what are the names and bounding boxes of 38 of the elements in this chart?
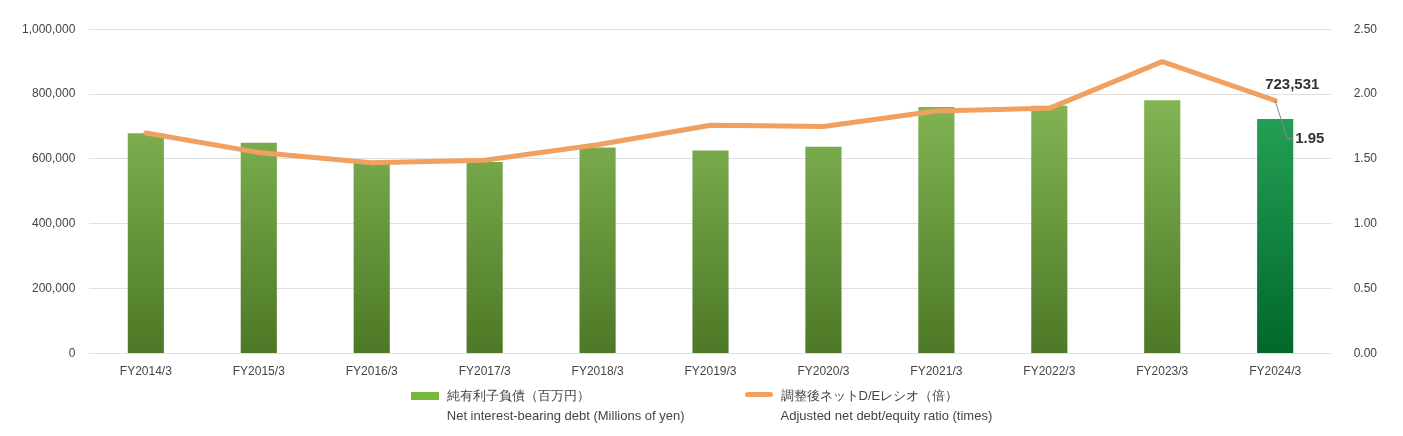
x-tick-label: FY2017/3 [458,364,511,379]
bar [127,133,164,354]
x-tick-label: FY2018/3 [571,364,624,379]
x-tick-label: FY2016/3 [345,364,399,379]
legend-label: 調整後ネットD/Eレシオ（倍） Adjusted net debt/equity ratio (times) [780,387,993,425]
x-tick-label: FY2023/3 [1136,364,1189,379]
bar [918,107,955,354]
y-tick-label: 0 [68,345,76,360]
y2-tick-label: 0.00 [1353,345,1378,360]
y2-tick-label: 2.50 [1353,21,1378,36]
x-tick-label: FY2020/3 [797,364,850,379]
x-tick-label: FY2024/3 [1249,364,1302,379]
y2-tick-label: 1.50 [1353,151,1378,166]
bar [1031,105,1068,354]
bar [579,147,616,354]
data-label: 1.95 [1295,128,1325,146]
x-tick-label: FY2022/3 [1023,364,1076,379]
bar [240,142,277,354]
y-tick-label: 400,000 [31,216,76,231]
bar [1144,100,1181,354]
x-tick-label: FY2019/3 [684,364,737,379]
data-label: 723,531 [1265,75,1320,93]
y-tick-label: 200,000 [31,281,76,296]
legend-label: 純有利子負債（百万円） Net interest-bearing debt (Millions of yen) [446,387,685,425]
y-tick-label: 600,000 [31,151,76,166]
bar [353,162,390,354]
y2-tick-label: 1.00 [1353,216,1378,231]
bar [805,146,842,354]
bar [466,161,503,354]
y2-tick-label: 0.50 [1353,281,1378,296]
x-tick-label: FY2014/3 [119,364,173,379]
x-tick-label: FY2021/3 [910,364,963,379]
bar [692,150,729,354]
bar [1257,118,1294,354]
x-tick-label: FY2015/3 [232,364,286,379]
y-tick-label: 1,000,000 [21,21,76,36]
y-tick-label: 800,000 [31,86,76,101]
y2-tick-label: 2.00 [1353,86,1378,101]
